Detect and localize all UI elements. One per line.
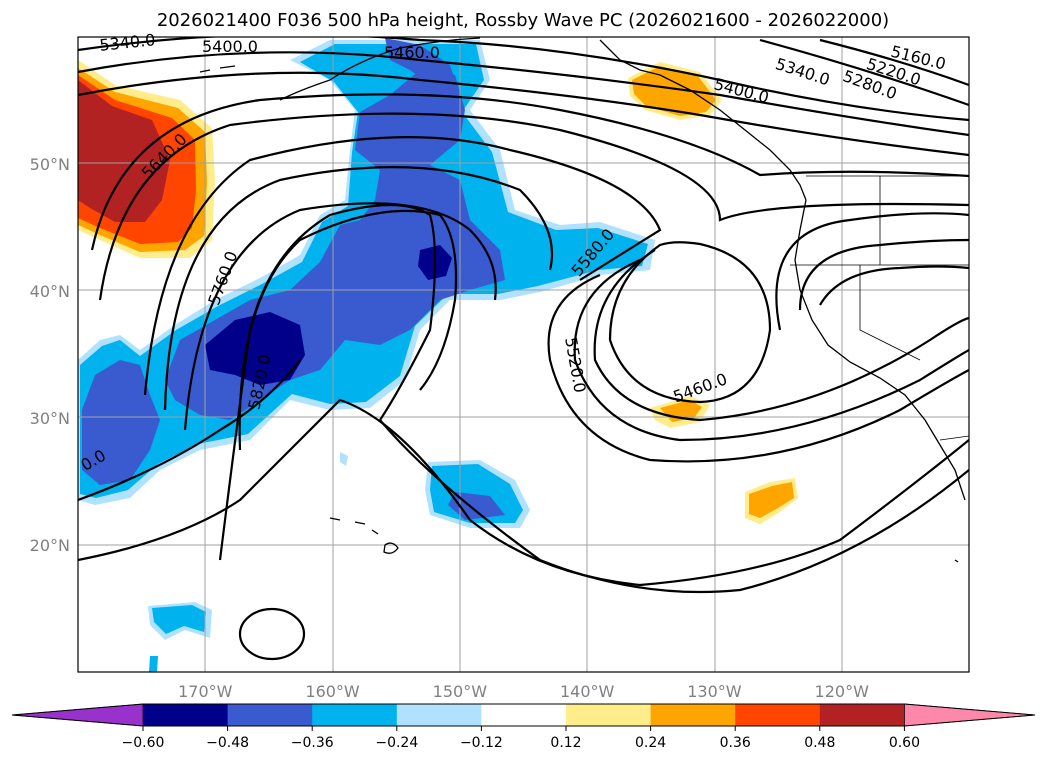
colorbar-segment [819, 704, 905, 726]
colorbar-tick-label: 0.12 [550, 735, 581, 751]
colorbar-segment [143, 704, 229, 726]
colorbar-tick-label: 0.36 [720, 735, 751, 751]
colorbar-segment [312, 704, 398, 726]
lon-tick-label: 170°W [178, 682, 233, 701]
colorbar-segment [650, 704, 736, 726]
colorbar-segment [566, 704, 652, 726]
colorbar-tick-label: 0.48 [804, 735, 835, 751]
lon-tick-label: 130°W [687, 682, 742, 701]
latitude-tick-labels: 20°N 30°N 40°N 50°N [30, 155, 70, 555]
colorbar-tick-label: −0.12 [460, 735, 503, 751]
map-panel [78, 37, 969, 672]
lon-tick-label: 120°W [815, 682, 870, 701]
colorbar-tick-label: −0.60 [122, 735, 165, 751]
lat-tick-label: 30°N [30, 409, 70, 428]
colorbar-tick-label: 0.60 [889, 735, 920, 751]
anomaly-shading [78, 38, 798, 672]
gridlines [78, 37, 969, 672]
colorbar-tick-label: 0.24 [635, 735, 666, 751]
colorbar-extend-high [904, 703, 1036, 727]
contour-label: 5460.0 [384, 43, 440, 62]
colorbar-extend-low [11, 703, 144, 727]
colorbar-segment [227, 704, 313, 726]
lat-tick-label: 50°N [30, 155, 70, 174]
colorbar-tick-label: −0.36 [291, 735, 334, 751]
contour-label: 5400.0 [202, 37, 258, 56]
colorbar-segment [396, 704, 482, 726]
longitude-tick-labels: 170°W 160°W 150°W 140°W 130°W 120°W [178, 682, 869, 701]
colorbar: −0.60 −0.48 −0.36 −0.24 −0.12 0.12 0.24 0.36 0.4… [11, 703, 1036, 751]
colorbar-segment [481, 704, 567, 726]
lon-tick-label: 150°W [433, 682, 488, 701]
lon-tick-label: 160°W [305, 682, 360, 701]
colorbar-tick-label: −0.24 [375, 735, 418, 751]
figure-title: 2026021400 F036 500 hPa height, Rossby W… [157, 10, 889, 31]
map-frame [77, 36, 970, 673]
lat-tick-label: 40°N [30, 282, 70, 301]
lon-tick-label: 140°W [560, 682, 615, 701]
colorbar-tick-label: −0.48 [206, 735, 249, 751]
colorbar-segment [735, 704, 821, 726]
coastlines [199, 37, 969, 563]
lat-tick-label: 20°N [30, 536, 70, 555]
height-contours [78, 37, 969, 661]
